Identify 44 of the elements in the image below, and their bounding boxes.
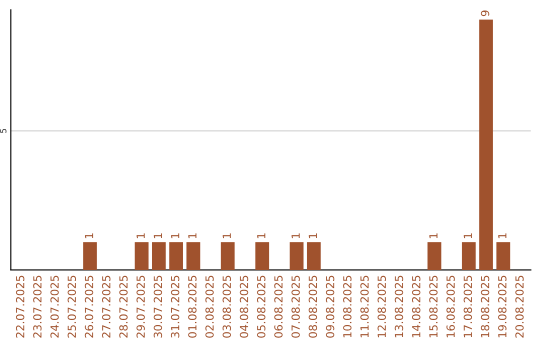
data-label: 1: [257, 233, 266, 238]
x-tick-label: 13.08.2025: [394, 276, 404, 338]
data-label: 1: [464, 233, 472, 238]
x-tick-label: 12.08.2025: [378, 276, 386, 338]
x-tick-label: 14.08.2025: [412, 276, 420, 338]
x-tick-label: 22.07.2025: [16, 276, 24, 338]
data-label: 1: [292, 233, 300, 238]
x-tick-label: 10.08.2025: [343, 276, 352, 338]
data-label: 1: [154, 233, 162, 238]
data-label: 1: [498, 233, 506, 238]
data-label: 1: [429, 233, 438, 238]
data-label: 1: [84, 233, 94, 238]
x-tick-label: 30.07.2025: [154, 276, 162, 338]
x-tick-label: 28.07.2025: [119, 276, 128, 338]
x-tick-label: 05.08.2025: [257, 276, 266, 338]
data-label: 9: [480, 10, 490, 16]
x-tick-label: 06.08.2025: [274, 276, 283, 338]
x-tick-label: 20.08.2025: [515, 276, 524, 338]
x-tick-label: 29.07.2025: [136, 276, 145, 338]
x-tick-label: 31.07.2025: [170, 276, 180, 338]
x-tick-label: 24.07.2025: [50, 276, 59, 338]
x-tick-label: 04.08.2025: [240, 276, 248, 338]
data-label: 1: [308, 233, 317, 238]
x-tick-label: 27.07.2025: [102, 276, 110, 338]
x-tick-label: 19.08.2025: [498, 276, 506, 338]
x-tick-label: 25.07.2025: [68, 276, 76, 338]
data-label: 1: [171, 233, 180, 238]
data-label: 1: [136, 233, 145, 238]
x-tick-label: 26.07.2025: [84, 276, 94, 338]
x-tick-label: 09.08.2025: [326, 276, 334, 338]
x-tick-label: 18.08.2025: [480, 276, 490, 338]
x-tick-label: 08.08.2025: [308, 276, 318, 338]
x-tick-label: 17.08.2025: [464, 276, 472, 338]
x-tick-label: 16.08.2025: [446, 276, 455, 338]
data-label: 1: [188, 233, 196, 238]
x-tick-label: 01.08.2025: [188, 276, 197, 338]
data-label: 1: [222, 233, 231, 238]
x-tick-label: 02.08.2025: [205, 276, 214, 338]
x-tick-label: 23.07.2025: [33, 276, 42, 338]
x-tick-label: 11.08.2025: [360, 276, 369, 338]
x-tick-label: 07.08.2025: [291, 276, 300, 338]
x-tick-label: 03.08.2025: [222, 276, 231, 338]
y-tick-label: 5: [0, 128, 6, 133]
x-tick-label: 15.08.2025: [429, 276, 438, 338]
